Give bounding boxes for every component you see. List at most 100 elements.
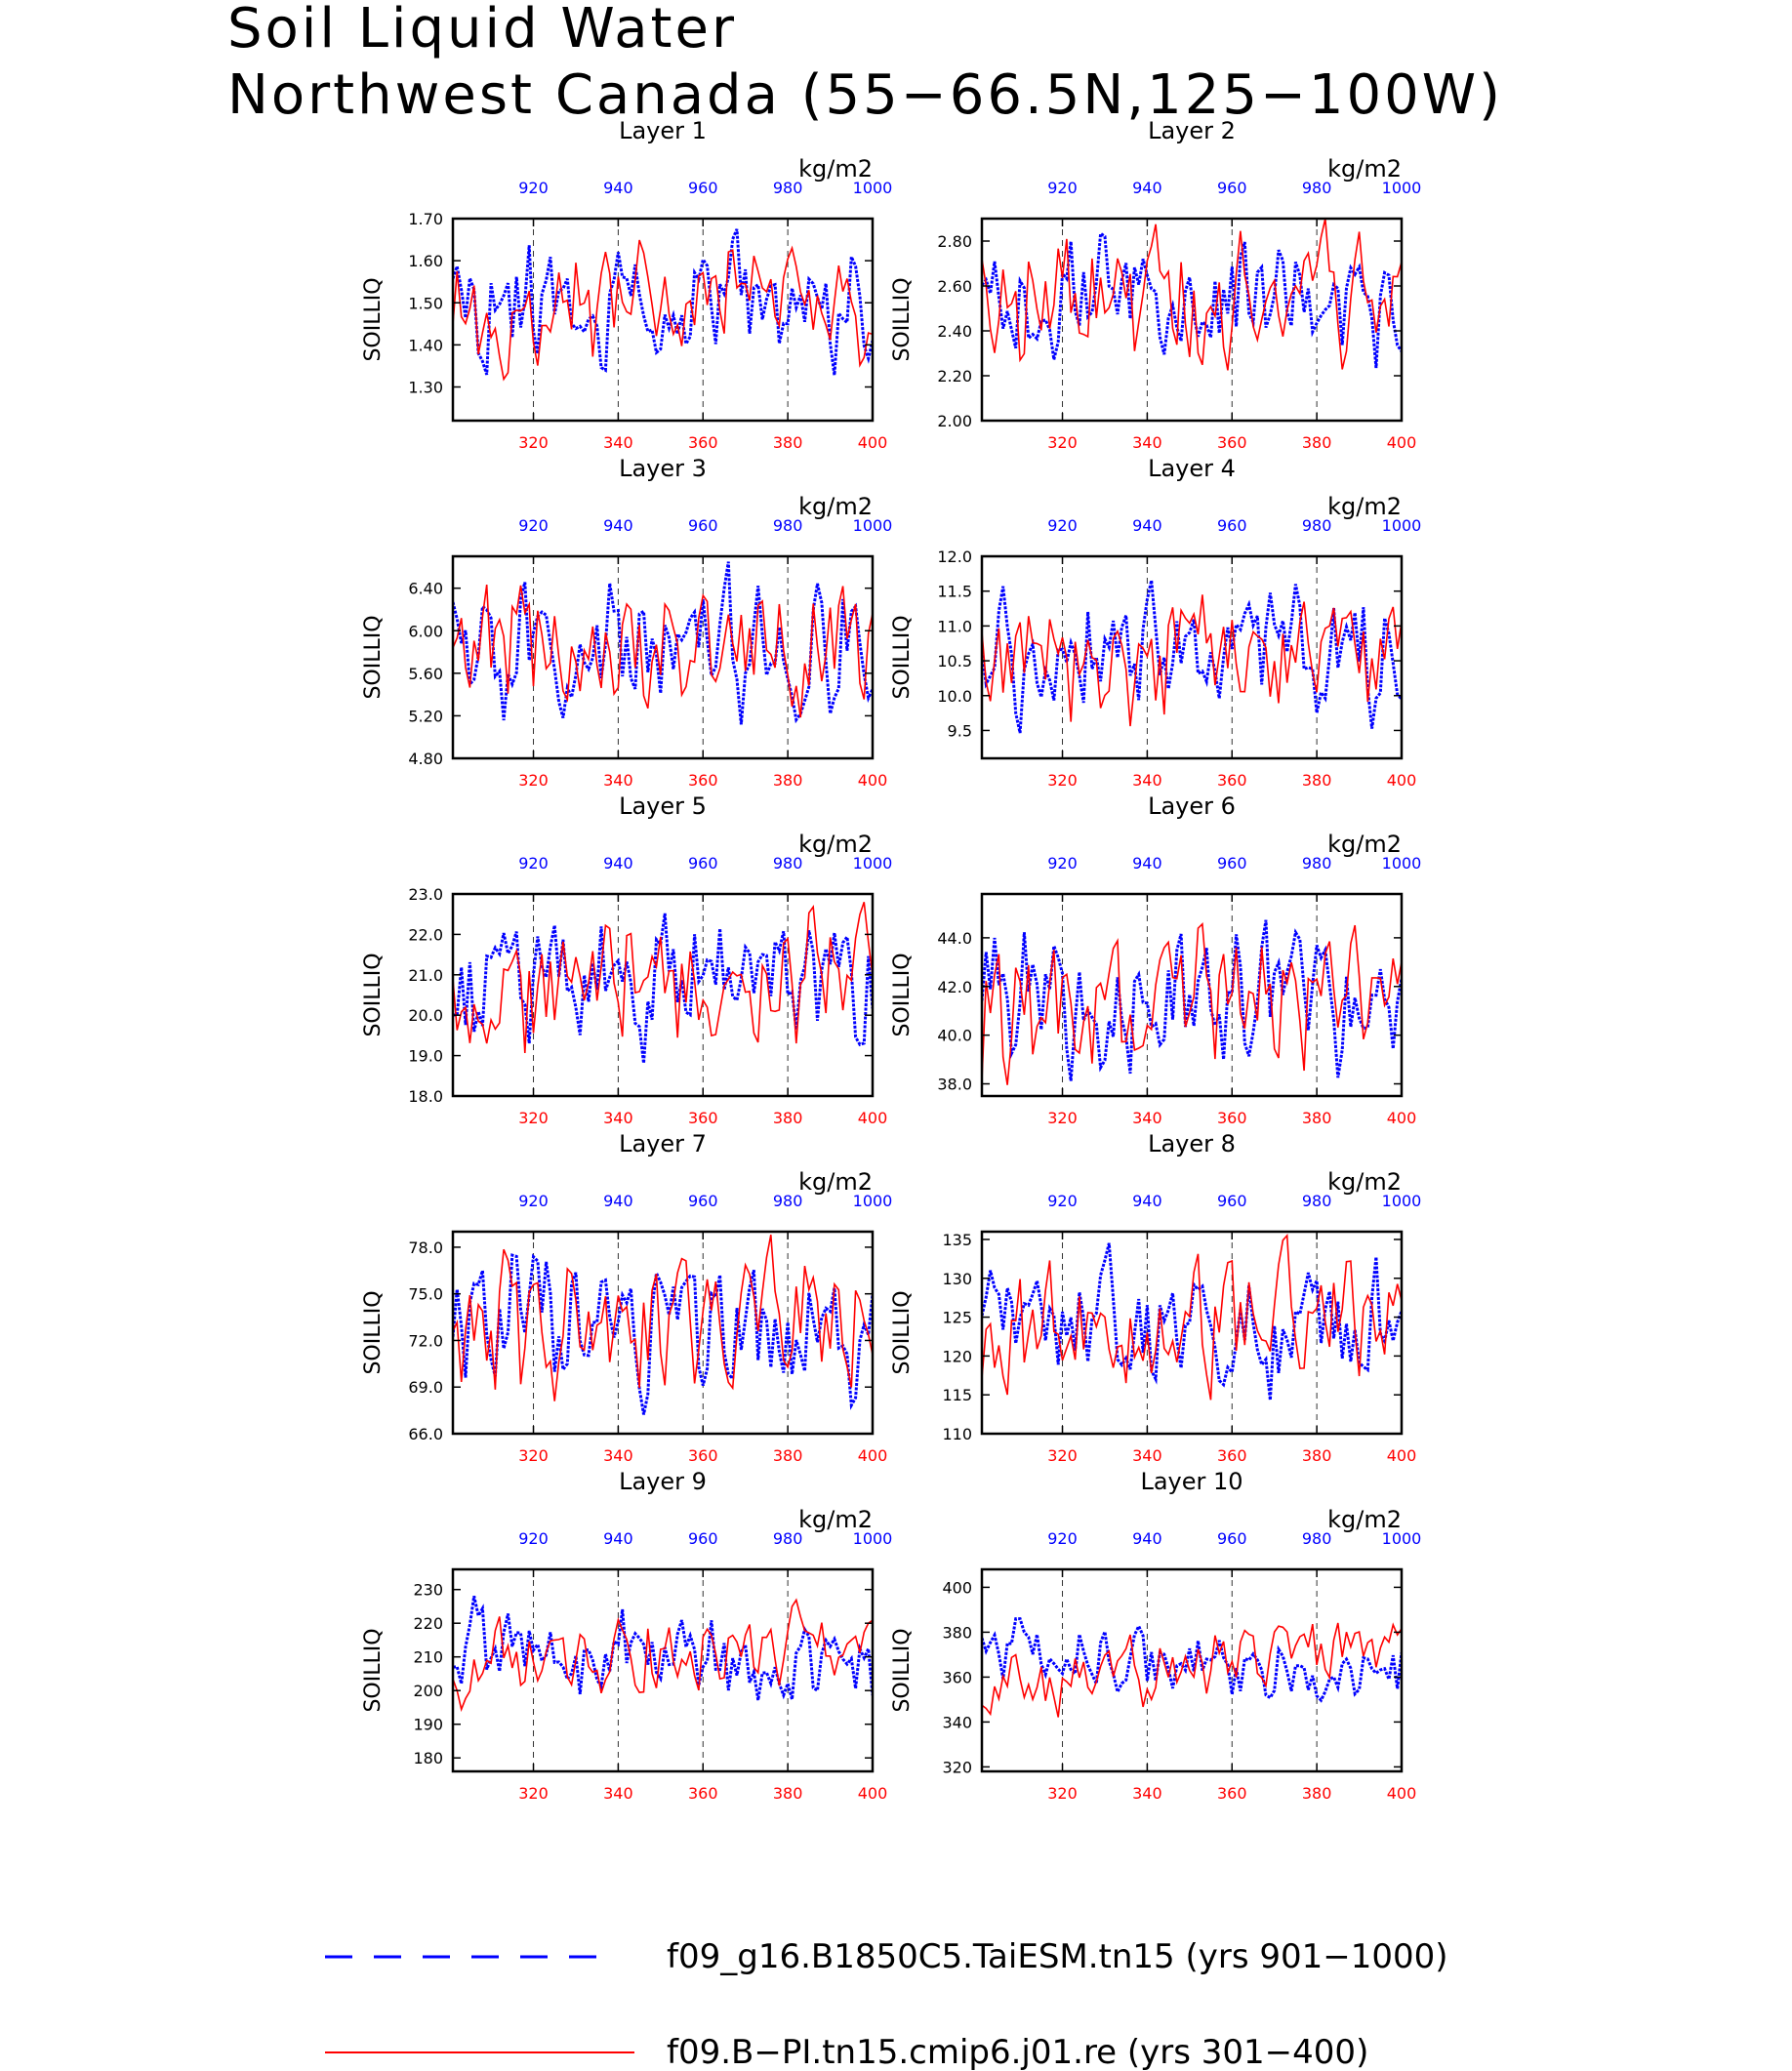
x-tick-label-bottom: 380 xyxy=(1302,771,1332,790)
y-tick-label: 135 xyxy=(942,1231,972,1249)
y-tick-label: 125 xyxy=(942,1309,972,1327)
panel-units: kg/m2 xyxy=(1327,831,1402,858)
y-tick-label: 115 xyxy=(942,1386,972,1404)
series-line-red xyxy=(982,1234,1402,1401)
x-tick-label-top: 940 xyxy=(1132,1529,1162,1548)
x-tick-label-bottom: 320 xyxy=(518,1784,549,1803)
plot-frame xyxy=(451,1567,875,1773)
y-tick-label: 11.0 xyxy=(937,617,972,635)
y-tick-label: 120 xyxy=(942,1347,972,1365)
x-tick-label-bottom: 320 xyxy=(1047,433,1078,452)
x-tick-label-bottom: 380 xyxy=(1302,433,1332,452)
x-tick-label-bottom: 340 xyxy=(603,433,633,452)
x-tick-label-bottom: 320 xyxy=(518,1109,549,1127)
x-tick-label-bottom: 380 xyxy=(1302,1446,1332,1465)
x-tick-label-top: 920 xyxy=(518,179,549,197)
x-tick-label-top: 940 xyxy=(603,1529,633,1548)
x-tick-label-bottom: 360 xyxy=(1217,433,1247,452)
x-tick-label-bottom: 320 xyxy=(518,433,549,452)
figure-title-line2: Northwest Canada (55−66.5N,125−100W) xyxy=(227,63,1503,127)
x-tick-label-top: 940 xyxy=(1132,516,1162,535)
figure-title-line1: Soil Liquid Water xyxy=(227,0,737,61)
series-line-red xyxy=(982,922,1402,1085)
panel-layer-9: Layer 9 kg/m2 180 190 200 210 220 230 320 340 360 3… xyxy=(361,1468,892,1803)
y-tick-label: 220 xyxy=(413,1614,443,1633)
x-tick-label-bottom: 400 xyxy=(858,1784,888,1803)
x-tick-label-top: 920 xyxy=(1047,1192,1078,1210)
plot-frame xyxy=(980,554,1404,760)
legend-label-red: f09.B−PI.tn15.cmip6.j01.re (yrs 301−400) xyxy=(667,2033,1368,2071)
y-tick-label: 4.80 xyxy=(408,750,443,768)
x-tick-label-top: 940 xyxy=(603,516,633,535)
series-line-red xyxy=(982,1622,1402,1718)
x-tick-label-top: 940 xyxy=(603,1192,633,1210)
x-tick-label-top: 1000 xyxy=(853,854,893,873)
panel-layer-5: Layer 5 kg/m2 18.0 19.0 20.0 21.0 22.0 23.0 320 3… xyxy=(361,792,892,1127)
x-tick-label-bottom: 400 xyxy=(858,1109,888,1127)
x-tick-label-top: 940 xyxy=(1132,179,1162,197)
x-tick-label-bottom: 400 xyxy=(1387,771,1417,790)
x-tick-label-top: 960 xyxy=(688,1192,718,1210)
series-line-blue xyxy=(982,1617,1402,1703)
x-tick-label-bottom: 340 xyxy=(603,1446,633,1465)
panel-title: Layer 8 xyxy=(1148,1130,1236,1157)
x-tick-label-top: 960 xyxy=(1217,854,1247,873)
x-tick-label-bottom: 340 xyxy=(1132,1109,1162,1127)
panel-title: Layer 1 xyxy=(619,117,707,144)
y-axis-label: SOILLIQ xyxy=(890,615,915,699)
plot-frame xyxy=(451,892,875,1098)
panel-title: Layer 9 xyxy=(619,1468,707,1495)
x-tick-label-top: 960 xyxy=(688,1529,718,1548)
panel-layer-8: Layer 8 kg/m2 110 115 120 125 130 135 320 340 360 3… xyxy=(890,1130,1421,1465)
y-tick-label: 9.5 xyxy=(948,721,972,740)
x-tick-label-top: 980 xyxy=(773,179,803,197)
panel-units: kg/m2 xyxy=(798,831,873,858)
series-line-red xyxy=(453,902,873,1053)
y-tick-label: 1.70 xyxy=(408,210,443,228)
x-tick-label-top: 920 xyxy=(1047,516,1078,535)
y-tick-label: 22.0 xyxy=(408,925,443,944)
panel-units: kg/m2 xyxy=(798,1168,873,1196)
y-axis-label: SOILLIQ xyxy=(890,953,915,1036)
x-tick-label-bottom: 340 xyxy=(603,1784,633,1803)
y-axis-label: SOILLIQ xyxy=(361,1628,386,1712)
x-tick-label-top: 940 xyxy=(1132,854,1162,873)
panel-layer-6: Layer 6 kg/m2 38.0 40.0 42.0 44.0 320 340 360 380… xyxy=(890,792,1421,1127)
y-tick-label: 2.40 xyxy=(937,322,972,341)
x-tick-label-bottom: 340 xyxy=(603,1109,633,1127)
series-line-blue xyxy=(453,1253,873,1415)
x-tick-label-top: 920 xyxy=(518,516,549,535)
y-tick-label: 320 xyxy=(942,1758,972,1776)
panel-layer-10: Layer 10 kg/m2 320 340 360 380 400 320 340 360 380… xyxy=(890,1468,1421,1803)
x-tick-label-bottom: 400 xyxy=(1387,433,1417,452)
x-tick-label-top: 960 xyxy=(1217,179,1247,197)
x-tick-label-top: 940 xyxy=(603,854,633,873)
panel-layer-7: Layer 7 kg/m2 66.0 69.0 72.0 75.0 78.0 320 340 36… xyxy=(361,1130,892,1465)
y-tick-label: 180 xyxy=(413,1749,443,1767)
series-line-blue xyxy=(453,561,873,725)
y-axis-label: SOILLIQ xyxy=(361,615,386,699)
x-tick-label-top: 1000 xyxy=(1382,179,1422,197)
x-tick-label-bottom: 360 xyxy=(1217,771,1247,790)
panel-units: kg/m2 xyxy=(798,493,873,520)
plot-frame xyxy=(980,892,1404,1098)
x-tick-label-bottom: 360 xyxy=(1217,1446,1247,1465)
x-tick-label-top: 940 xyxy=(603,179,633,197)
x-tick-label-bottom: 400 xyxy=(1387,1446,1417,1465)
y-tick-label: 2.80 xyxy=(937,232,972,251)
x-tick-label-bottom: 380 xyxy=(773,1784,803,1803)
y-tick-label: 69.0 xyxy=(408,1378,443,1397)
panel-title: Layer 3 xyxy=(619,455,707,482)
y-tick-label: 2.20 xyxy=(937,367,972,386)
y-tick-label: 12.0 xyxy=(937,548,972,566)
x-tick-label-top: 940 xyxy=(1132,1192,1162,1210)
y-tick-label: 21.0 xyxy=(408,966,443,985)
panel-layer-2: Layer 2 kg/m2 2.00 2.20 2.40 2.60 2.80 320 340 36… xyxy=(890,117,1421,452)
legend-label-blue: f09_g16.B1850C5.TaiESM.tn15 (yrs 901−100… xyxy=(667,1937,1448,1976)
y-tick-label: 360 xyxy=(942,1668,972,1686)
x-tick-label-top: 960 xyxy=(688,516,718,535)
x-tick-label-top: 1000 xyxy=(853,179,893,197)
x-tick-label-bottom: 360 xyxy=(688,1109,718,1127)
plot-frame xyxy=(980,217,1404,423)
